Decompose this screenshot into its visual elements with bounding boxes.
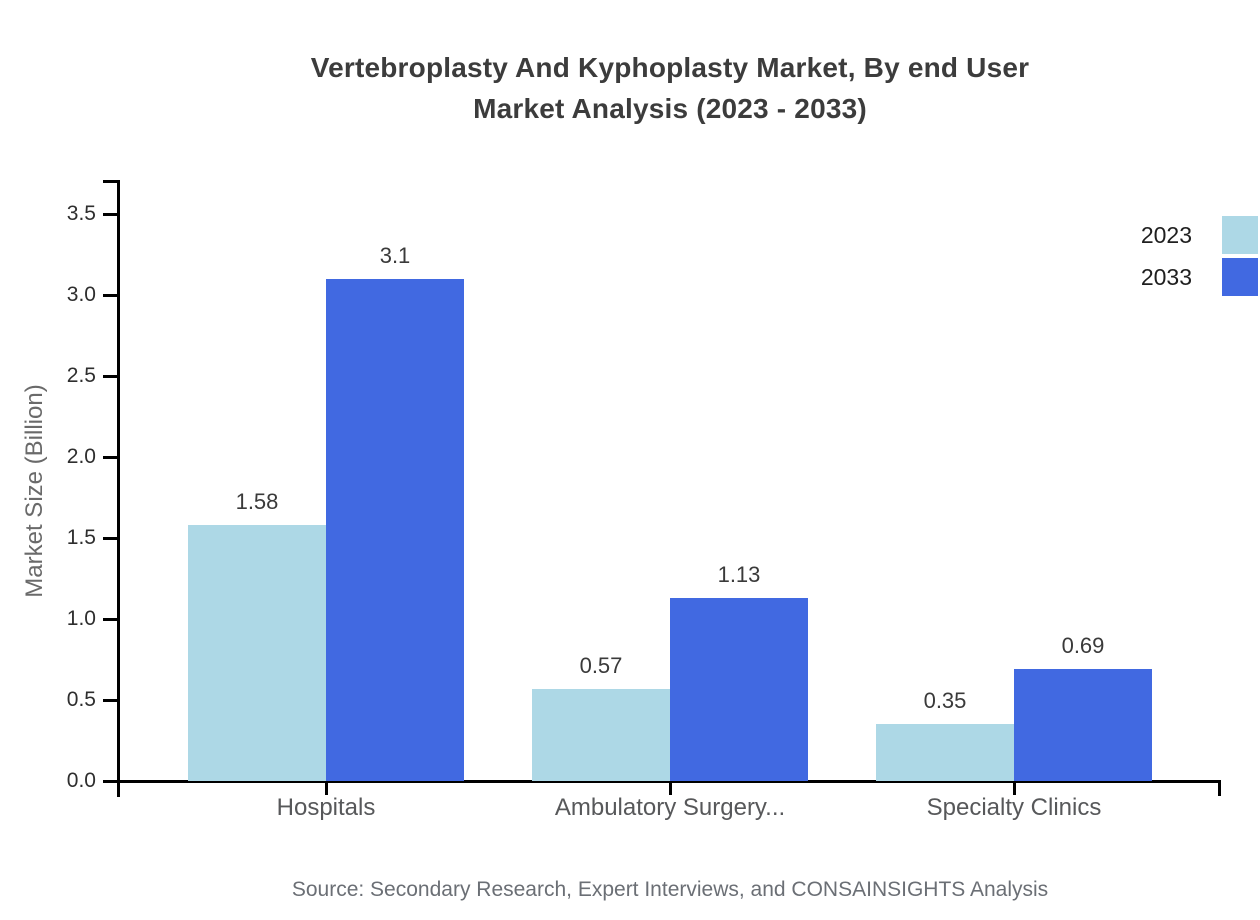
y-tick [103, 618, 120, 621]
y-tick [103, 780, 120, 783]
bar-value-label: 0.57 [579, 653, 623, 678]
chart-title: Vertebroplasty And Kyphoplasty Market, B… [310, 52, 1030, 83]
y-tick [103, 537, 120, 540]
bar-2033-series-group-1 [670, 598, 808, 781]
chart-subtitle: Market Analysis (2023 - 2033) [473, 93, 867, 124]
x-tick [669, 780, 672, 795]
x-tick [325, 780, 328, 795]
y-tick [103, 456, 120, 459]
bar-value-label: 0.69 [1061, 633, 1105, 658]
bar-value-label: 1.13 [717, 562, 761, 587]
legend-label: 2023 [1140, 221, 1192, 248]
y-tick-label: 3.5 [66, 202, 96, 225]
x-tick [1013, 780, 1016, 795]
y-tick [103, 375, 120, 378]
y-tick-label: 2.5 [66, 364, 96, 387]
legend: 2023 2033 [1141, 216, 1258, 296]
x-category-label: Hospitals [276, 794, 376, 821]
legend-item-2023: 2023 [1141, 216, 1258, 254]
bar-value-label: 1.58 [235, 489, 279, 514]
y-tick-label: 1.5 [66, 526, 96, 549]
legend-swatch [1222, 258, 1258, 296]
bar-2023-series-group-0 [188, 525, 326, 781]
x-axis-end-tick [1218, 780, 1221, 796]
y-tick-label: 2.0 [66, 445, 96, 468]
bar-2033-series-group-0 [326, 279, 464, 781]
y-tick-label: 0.5 [66, 688, 96, 711]
source-note: Source: Secondary Research, Expert Inter… [291, 878, 1049, 901]
x-category-label: Specialty Clinics [926, 794, 1102, 821]
legend-item-2033: 2033 [1141, 258, 1258, 296]
y-tick-label: 0.0 [66, 769, 96, 792]
y-tick-label: 3.0 [66, 283, 96, 306]
bar-value-label: 0.35 [923, 688, 967, 713]
bar-2033-series-group-2 [1014, 669, 1152, 781]
bar-2023-series-group-2 [876, 724, 1014, 781]
y-tick-label: 1.0 [66, 607, 96, 630]
y-axis-line [117, 180, 120, 797]
bar-2023-series-group-1 [532, 689, 670, 781]
y-tick [103, 699, 120, 702]
y-tick [103, 294, 120, 297]
x-category-label: Ambulatory Surgery... [554, 794, 786, 821]
legend-swatch [1222, 216, 1258, 254]
legend-label: 2033 [1140, 263, 1192, 290]
x-axis-line [111, 780, 1221, 783]
y-tick [103, 213, 120, 216]
bar-value-label: 3.1 [379, 243, 411, 268]
y-axis-end-tick [103, 180, 120, 183]
